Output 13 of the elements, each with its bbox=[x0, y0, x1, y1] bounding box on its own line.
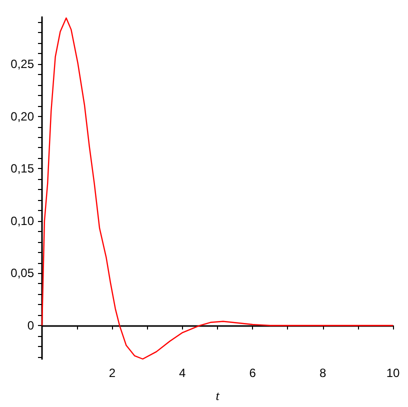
y-tick-label: 0,25 bbox=[10, 57, 34, 72]
y-tick-label: 0 bbox=[27, 318, 34, 333]
line-series bbox=[41, 17, 394, 360]
x-tick-label: 2 bbox=[108, 366, 116, 380]
x-tick-label: 4 bbox=[179, 366, 186, 380]
y-tick-label: 0,10 bbox=[10, 214, 34, 228]
x-axis-title: t bbox=[216, 388, 220, 403]
y-tick-label: 0,20 bbox=[10, 109, 34, 124]
x-tick-label: 10 bbox=[386, 366, 400, 380]
x-tick-label: 6 bbox=[249, 366, 256, 380]
y-tick-label: 0,15 bbox=[10, 162, 34, 176]
y-tick-label: 0,05 bbox=[10, 266, 34, 280]
x-tick-label: 8 bbox=[319, 366, 326, 380]
